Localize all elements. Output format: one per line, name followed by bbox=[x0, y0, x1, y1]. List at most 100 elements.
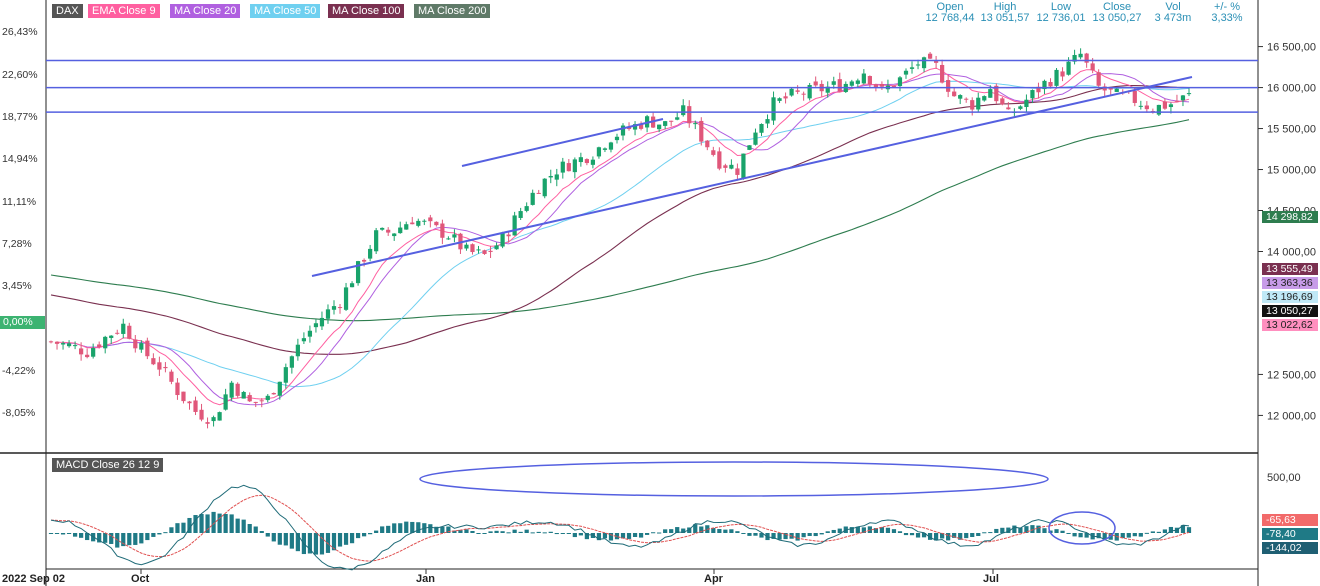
macd-histogram-bar bbox=[392, 523, 397, 533]
candle-body bbox=[79, 348, 84, 355]
candle-body bbox=[861, 73, 866, 84]
ma200-line bbox=[50, 119, 1190, 322]
macd-histogram-bar bbox=[85, 533, 90, 541]
candle-body bbox=[229, 382, 234, 398]
candle-body bbox=[705, 140, 710, 148]
legend-ma100[interactable]: MA Close 100 bbox=[328, 4, 405, 18]
zero-pct-badge: 0,00% bbox=[0, 316, 45, 329]
candle-body bbox=[48, 341, 54, 343]
macd-histogram-bar bbox=[819, 533, 824, 535]
pct-tick-label: 11,11% bbox=[2, 196, 36, 208]
candle-body bbox=[494, 245, 499, 250]
candle-body bbox=[958, 95, 963, 99]
candle-body bbox=[91, 348, 96, 357]
candle-body bbox=[247, 395, 252, 402]
candle-body bbox=[380, 227, 385, 230]
header-high-label: High bbox=[993, 1, 1017, 13]
candle-body bbox=[681, 105, 686, 116]
macd-histogram-bar bbox=[1144, 532, 1149, 534]
pct-tick-label: -8,05% bbox=[2, 407, 35, 419]
macd-histogram-bar bbox=[632, 533, 638, 537]
macd-histogram-bar bbox=[626, 533, 632, 539]
macd-histogram-bar bbox=[361, 533, 367, 537]
macd-histogram-bar bbox=[494, 530, 499, 533]
macd-histogram-bar bbox=[849, 527, 854, 533]
candle-body bbox=[145, 340, 150, 357]
candle-body bbox=[139, 343, 144, 350]
macd-histogram-bar bbox=[1000, 527, 1005, 533]
candle-body bbox=[313, 323, 319, 328]
macd-histogram-bar bbox=[1066, 532, 1071, 534]
pct-tick-label: 18,77% bbox=[2, 111, 38, 123]
candle-body bbox=[1048, 82, 1053, 87]
candle-body bbox=[1162, 101, 1168, 109]
macd-histogram-bar bbox=[699, 526, 704, 533]
candle-body bbox=[657, 124, 662, 130]
candle-body bbox=[103, 336, 108, 349]
candle-body bbox=[1102, 86, 1107, 91]
macd-histogram-bar bbox=[289, 533, 294, 549]
candle-body bbox=[891, 85, 897, 88]
header-low-label: Low bbox=[1050, 1, 1072, 13]
macd-histogram-bar bbox=[325, 533, 331, 553]
candle-body bbox=[554, 174, 559, 180]
macd-histogram-bar bbox=[398, 523, 403, 533]
macd-histogram-bar bbox=[416, 522, 421, 533]
candle-body bbox=[398, 227, 403, 234]
macd-histogram-bar bbox=[542, 532, 547, 534]
candle-body bbox=[777, 98, 782, 101]
macd-histogram-bar bbox=[855, 526, 860, 533]
macd-histogram-bar bbox=[681, 528, 686, 533]
legend-ma20[interactable]: MA Close 20 bbox=[170, 4, 241, 18]
macd-histogram-bar bbox=[1006, 527, 1011, 533]
x-tick-label: Oct bbox=[131, 573, 150, 585]
macd-histogram-bar bbox=[446, 526, 451, 533]
macd-value-1-badge: -65,63 bbox=[1262, 514, 1318, 526]
ma20-last-badge: 13 363,36 bbox=[1262, 277, 1318, 289]
price-tick-label: 15 500,00 bbox=[1267, 124, 1316, 136]
candle-body bbox=[602, 148, 608, 150]
candle-body bbox=[476, 249, 481, 251]
macd-histogram-bar bbox=[1054, 529, 1059, 533]
candle-body bbox=[1114, 88, 1119, 92]
candle-body bbox=[253, 401, 258, 403]
candle-body bbox=[940, 64, 945, 83]
macd-histogram-bar bbox=[915, 533, 921, 538]
candle-body bbox=[849, 81, 854, 86]
header-vol-label: Vol bbox=[1165, 1, 1181, 13]
macd-histogram-bar bbox=[337, 533, 343, 547]
macd-histogram-bar bbox=[223, 514, 228, 533]
macd-histogram-bar bbox=[1126, 533, 1131, 538]
macd-histogram-bar bbox=[518, 531, 523, 533]
macd-histogram-bar bbox=[638, 533, 644, 538]
legend-ma200[interactable]: MA Close 200 bbox=[414, 4, 491, 18]
macd-title[interactable]: MACD Close 26 12 9 bbox=[52, 458, 164, 472]
candle-body bbox=[964, 98, 969, 100]
macd-histogram-bar bbox=[717, 529, 722, 533]
candle-body bbox=[392, 233, 397, 237]
candle-body bbox=[717, 151, 722, 169]
candlestick-series bbox=[48, 48, 1192, 429]
candle-body bbox=[1024, 99, 1029, 108]
macd-histogram-bar bbox=[60, 533, 66, 535]
legend-ema9[interactable]: EMA Close 9 bbox=[88, 4, 160, 18]
macd-histogram-bar bbox=[458, 529, 463, 533]
macd-histogram-bar bbox=[1078, 533, 1083, 538]
candle-body bbox=[446, 238, 451, 240]
macd-histogram-bar bbox=[169, 527, 174, 533]
legend-ma50[interactable]: MA Close 50 bbox=[250, 4, 321, 18]
macd-histogram-bar bbox=[608, 533, 614, 541]
candle-body bbox=[386, 229, 391, 233]
candle-body bbox=[97, 344, 102, 348]
macd-histogram-bar bbox=[879, 527, 885, 533]
candle-body bbox=[669, 120, 674, 122]
macd-histogram-bar bbox=[837, 528, 842, 533]
index-name-tag[interactable]: DAX bbox=[52, 4, 83, 18]
pct-tick-label: 3,45% bbox=[2, 280, 32, 292]
header-change-label: +/- % bbox=[1214, 1, 1240, 13]
candle-body bbox=[1090, 63, 1095, 71]
macd-histogram-bar bbox=[199, 513, 204, 533]
macd-histogram-bar bbox=[897, 531, 903, 533]
candle-body bbox=[578, 157, 583, 163]
price-tick-label: 15 000,00 bbox=[1267, 165, 1316, 177]
